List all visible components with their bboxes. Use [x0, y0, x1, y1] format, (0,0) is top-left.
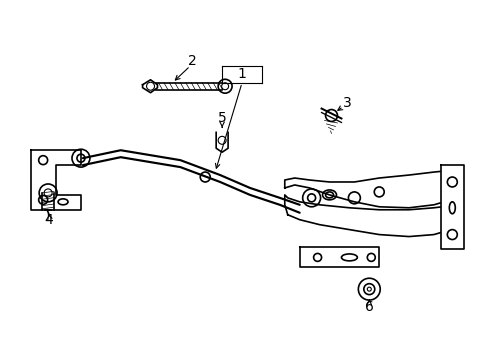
Text: 3: 3 [343, 96, 352, 109]
Text: 4: 4 [45, 213, 53, 227]
Text: 5: 5 [218, 112, 226, 126]
Polygon shape [441, 165, 464, 249]
Polygon shape [31, 150, 81, 210]
Polygon shape [285, 170, 459, 208]
Text: 6: 6 [365, 300, 374, 314]
Polygon shape [143, 80, 157, 93]
Text: 2: 2 [188, 54, 196, 68]
Text: 1: 1 [238, 67, 246, 81]
Polygon shape [285, 195, 459, 237]
Polygon shape [300, 247, 379, 267]
